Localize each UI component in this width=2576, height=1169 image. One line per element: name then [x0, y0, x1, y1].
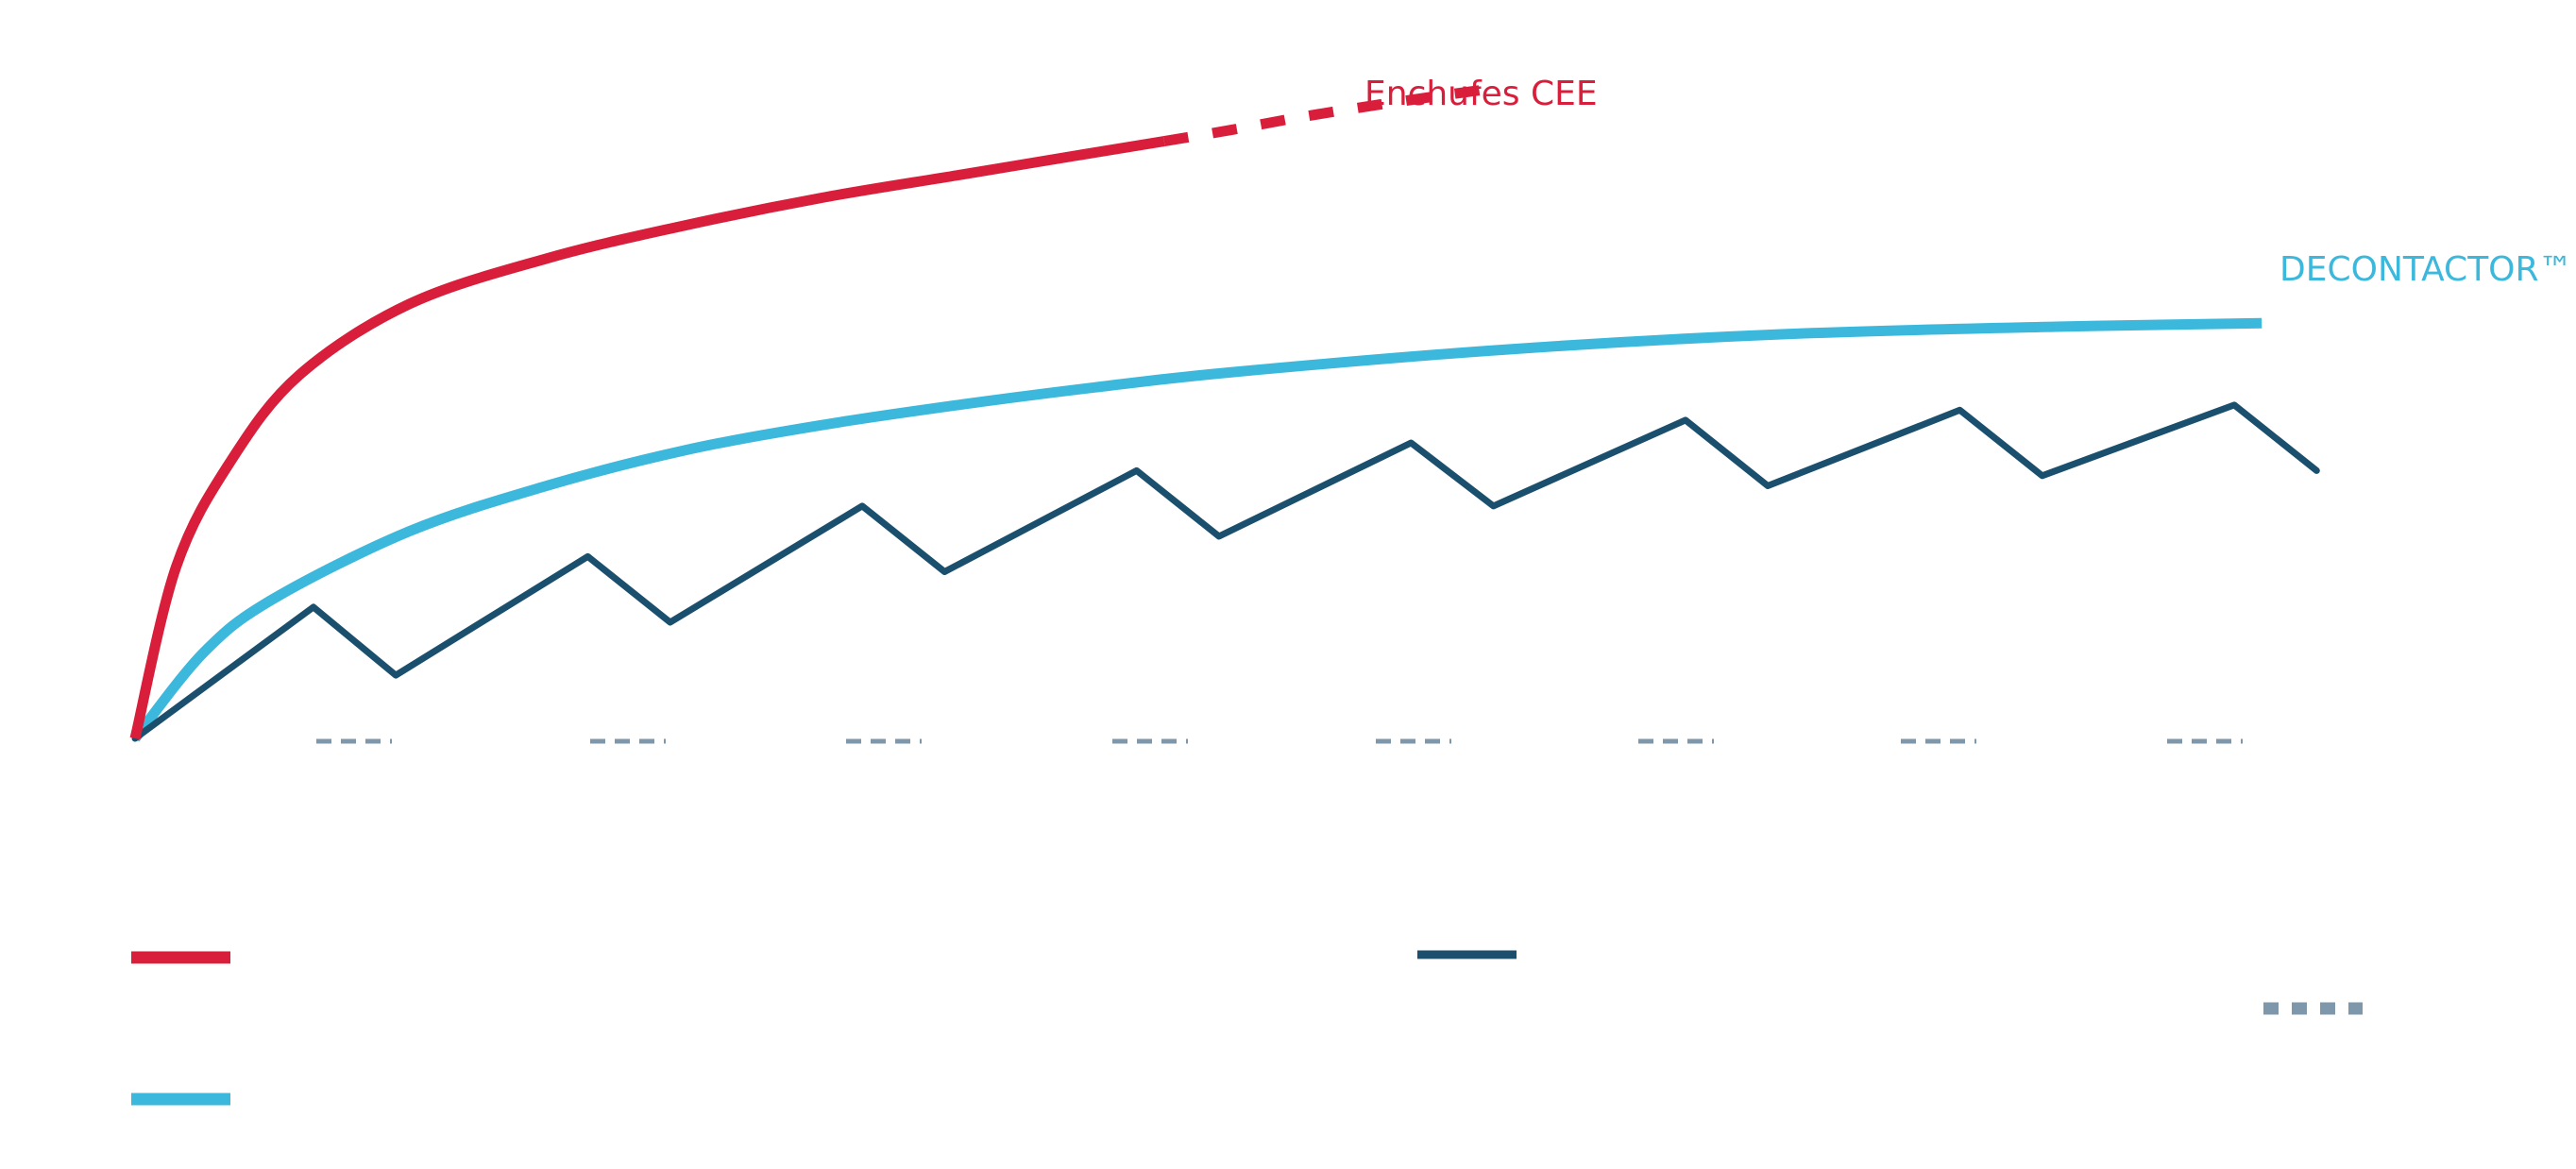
series-line-enchufes-extrapolated: [1162, 85, 1481, 147]
series-layer: [129, 85, 2320, 742]
series-line-sawtooth: [131, 401, 2320, 742]
series-label-decontactor: DECONTACTOR™: [2279, 250, 2573, 289]
series-label-enchufes: Enchufes CEE: [1364, 75, 1598, 113]
series-line-decontactor: [130, 317, 2262, 742]
legend: [131, 950, 2363, 1106]
series-line-enchufes: [129, 136, 1165, 740]
